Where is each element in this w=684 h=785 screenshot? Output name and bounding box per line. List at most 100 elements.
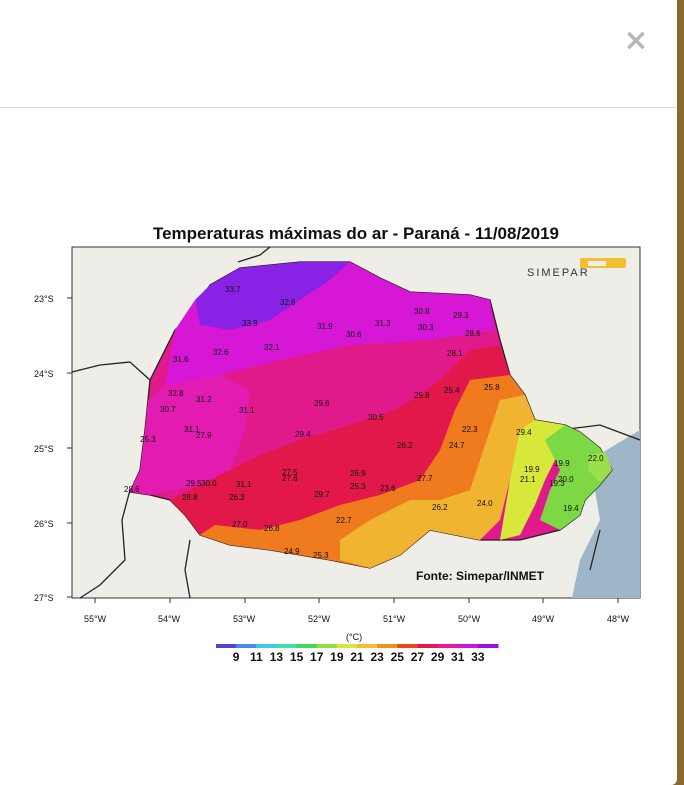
legend-label: 23 [370,650,384,664]
station-value: 30.3 [418,323,434,332]
station-value: 27.9 [196,431,212,440]
ocean [572,430,640,598]
lon-tick: 52°W [308,614,331,624]
station-value: 19.9 [524,465,540,474]
station-value: 29.6 [314,399,330,408]
station-value: 21.1 [520,475,536,484]
station-value: 28.1 [447,349,463,358]
legend-swatch [216,644,237,648]
station-value: 30.8 [414,307,430,316]
station-value: 24.9 [284,547,300,556]
station-value: 23.6 [380,484,396,493]
legend-label: 19 [330,650,344,664]
station-value: 29.4 [516,428,532,437]
legend-swatch [316,644,338,648]
station-value: 31.3 [375,319,391,328]
station-value: 24.7 [449,441,465,450]
border-lines [71,246,641,599]
station-value: 25.3 [350,482,366,491]
station-value: 26.2 [397,441,413,450]
lat-tick: 23°S [34,294,54,304]
station-value: 25.4 [444,386,460,395]
lon-tick: 54°W [158,614,181,624]
station-value: 30.5 [368,413,384,422]
station-value: 20.0 [558,475,574,484]
legend-label: 13 [270,650,284,664]
legend-label: 29 [431,650,445,664]
station-value: 33.9 [242,319,258,328]
legend-swatch [296,644,318,648]
station-value: 19.4 [563,504,579,513]
legend-swatch [336,644,358,648]
brand-label: SIMEPAR [527,267,590,279]
lat-tick: 27°S [34,593,54,603]
legend-swatch [397,644,418,648]
lat-tick: 24°S [34,369,54,379]
station-value: 31.1 [239,406,255,415]
station-value: 27.6 [282,474,298,483]
legend-swatch [276,644,298,648]
station-value: 31.6 [173,355,189,364]
station-value: 19.3 [549,479,565,488]
map-title: Temperaturas máximas do ar - Paraná - 11… [152,224,560,243]
station-value: 30.6 [346,330,362,339]
lat-tick: 25°S [34,444,54,454]
station-value: 22.3 [462,425,478,434]
station-value: 24.0 [477,499,493,508]
modal-header: × [0,0,677,108]
legend-swatch [437,644,459,648]
station-value: 25.3 [140,435,156,444]
legend-unit: (°C) [346,632,362,642]
station-value: 25.3 [313,551,329,560]
station-value: 29.5 [186,479,202,488]
station-values: 33.7 32.6 33.9 31.9 31.3 30.8 29.3 30.3 30.6 28.6… [124,285,604,560]
lat-tick: 26°S [34,519,54,529]
legend-swatch [236,644,257,648]
parana-state [129,261,613,569]
lon-tick: 49°W [532,614,555,624]
legend-swatch [377,644,398,648]
lon-tick: 51°W [383,614,406,624]
lat-axis: 23°S 24°S 25°S 26°S 27°S [34,294,72,603]
lon-tick: 50°W [458,614,481,624]
legend-swatch [256,644,277,648]
station-value: 22.0 [588,454,604,463]
lon-tick: 55°W [84,614,107,624]
station-value: 29.4 [295,430,311,439]
station-value: 27.5 [282,468,298,477]
station-value: 22.7 [336,516,352,525]
legend-label: 27 [411,650,425,664]
station-value: 27.0 [232,520,248,529]
station-value: 31.1 [184,425,200,434]
station-value: 26.3 [229,493,245,502]
legend-bar [216,644,499,648]
color-legend: (°C) 9 11 13 15 17 19 21 23 25 27 29 31 33 [216,632,499,664]
station-value: 26.8 [264,524,280,533]
legend-swatch [417,644,439,648]
station-value: 31.2 [196,395,212,404]
station-value: 29.7 [314,490,330,499]
station-value: 30.0 [201,479,217,488]
simepar-logo: SIMEPAR [527,258,626,279]
source-label: Fonte: Simepar/INMET [416,569,545,583]
station-value: 33.7 [225,285,241,294]
station-value: 32.8 [168,389,184,398]
legend-swatch [457,644,479,648]
station-value: 32.6 [280,298,296,307]
legend-label: 17 [310,650,324,664]
legend-label: 31 [451,650,465,664]
station-value: 28.8 [182,493,198,502]
station-value: 32.1 [264,343,280,352]
station-value: 25.8 [484,383,500,392]
legend-label: 15 [290,650,304,664]
legend-label: 11 [250,650,263,664]
legend-labels: 9 11 13 15 17 19 21 23 25 27 29 31 33 [233,650,485,664]
station-value: 27.7 [417,474,433,483]
station-value: 30.7 [160,405,176,414]
close-button[interactable]: × [623,22,649,58]
station-value: 26.9 [350,469,366,478]
station-value: 32.6 [213,348,229,357]
legend-label: 33 [471,650,485,664]
lon-axis: 55°W 54°W 53°W 52°W 51°W 50°W 49°W 48°W [84,598,630,624]
